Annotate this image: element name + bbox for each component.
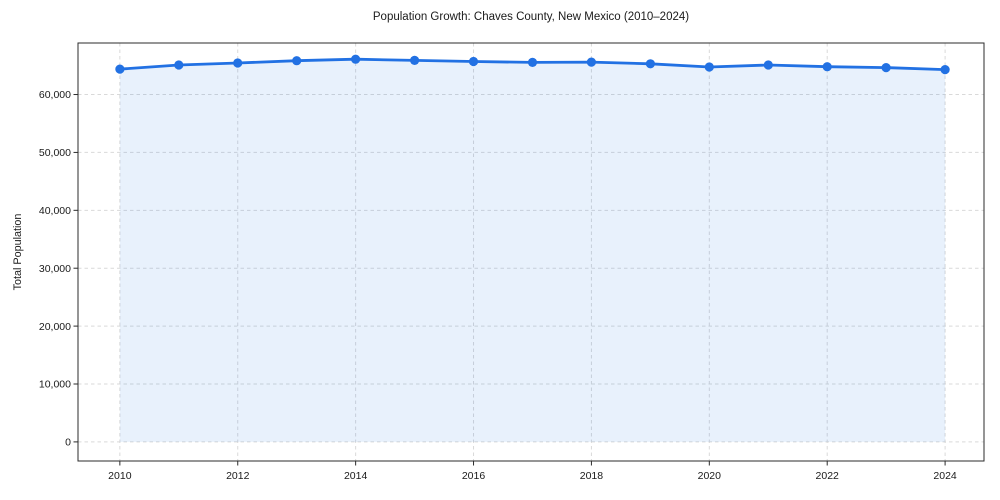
data-point-2018 xyxy=(586,57,597,67)
x-tick-label: 2014 xyxy=(344,470,368,482)
data-point-2020 xyxy=(704,62,714,72)
data-point-2013 xyxy=(292,56,302,66)
y-tick-label: 20,000 xyxy=(39,321,71,333)
y-tick-label: 50,000 xyxy=(39,147,71,159)
x-tick-label: 2010 xyxy=(108,470,132,482)
data-point-2024 xyxy=(940,65,950,75)
x-tick-label: 2020 xyxy=(698,470,722,482)
y-tick-label: 60,000 xyxy=(39,89,71,101)
x-tick-label: 2022 xyxy=(816,470,840,482)
plot-border xyxy=(77,42,985,462)
data-point-2014 xyxy=(351,54,361,64)
chart-title: Population Growth: Chaves County, New Me… xyxy=(372,11,690,23)
data-point-2021 xyxy=(763,60,773,70)
data-point-2023 xyxy=(881,63,891,73)
data-point-2016 xyxy=(468,56,479,67)
x-tick-label: 2012 xyxy=(226,470,250,482)
x-tick-label: 2024 xyxy=(933,470,957,482)
data-point-2010 xyxy=(115,64,125,74)
data-point-2012 xyxy=(233,58,243,68)
x-tick-label: 2018 xyxy=(580,470,604,482)
y-tick-label: 0 xyxy=(65,437,71,449)
x-tick-label: 2016 xyxy=(462,470,486,482)
data-point-2017 xyxy=(527,57,538,67)
data-point-2022 xyxy=(822,62,832,72)
y-tick-label: 40,000 xyxy=(39,205,71,217)
data-point-2019 xyxy=(645,59,656,69)
y-tick-label: 10,000 xyxy=(39,379,71,391)
data-point-2011 xyxy=(174,60,184,70)
y-tick-label: 30,000 xyxy=(39,263,71,275)
data-point-2015 xyxy=(410,55,420,65)
area-fill xyxy=(119,59,946,442)
